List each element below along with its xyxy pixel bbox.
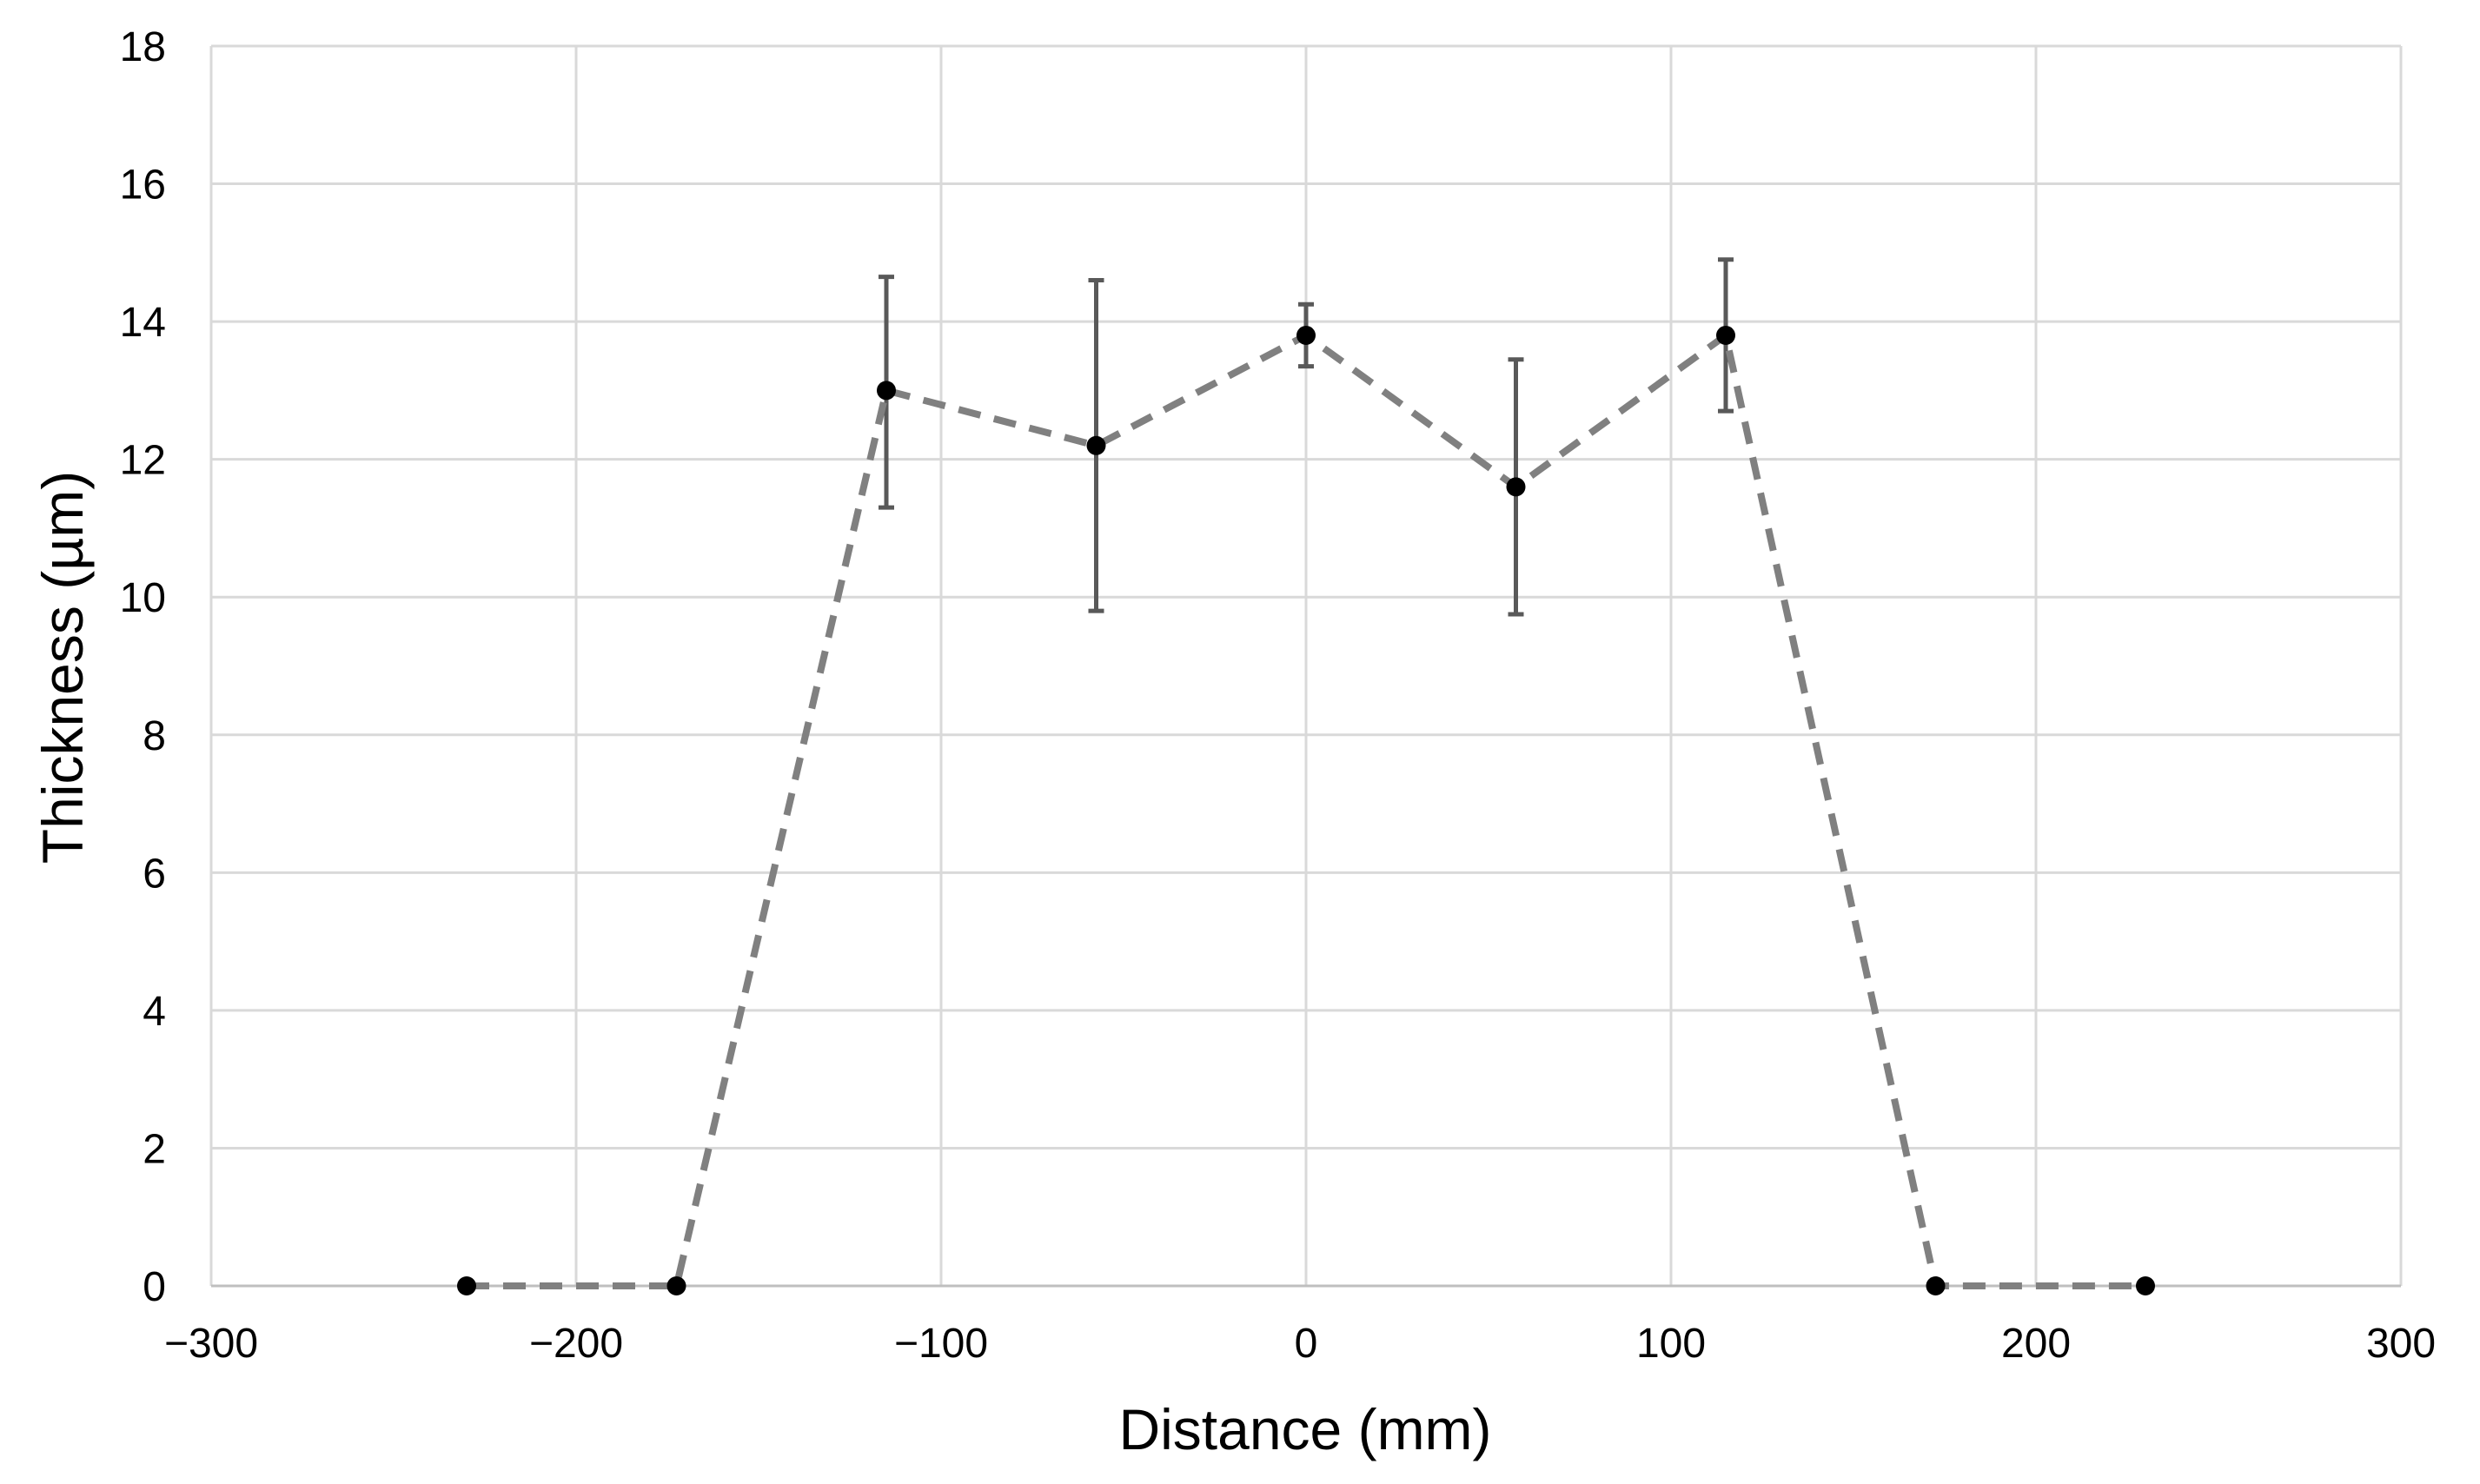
data-point: [666, 1276, 686, 1295]
data-point: [1086, 435, 1106, 455]
x-tick-label: 0: [1295, 1321, 1318, 1367]
y-tick-label: 10: [120, 575, 166, 621]
x-tick-label: −300: [164, 1321, 258, 1367]
y-tick-labels: 0 2 4 6 8 10 12 14 16 18: [120, 24, 166, 1310]
data-point: [877, 381, 896, 401]
y-tick-label: 4: [143, 989, 166, 1035]
y-axis-title: Thickness (µm): [30, 471, 95, 864]
y-tick-label: 8: [143, 713, 166, 759]
y-tick-label: 6: [143, 851, 166, 897]
grid: [209, 44, 2403, 1288]
y-tick-label: 0: [143, 1264, 166, 1310]
y-tick-label: 14: [120, 300, 166, 346]
data-point: [457, 1276, 476, 1295]
data-point: [1926, 1276, 1946, 1295]
x-tick-label: −200: [529, 1321, 623, 1367]
data-point: [2136, 1276, 2155, 1295]
x-tick-label: 100: [1636, 1321, 1706, 1367]
x-tick-label: −100: [894, 1321, 988, 1367]
y-tick-label: 18: [120, 24, 166, 70]
y-tick-label: 16: [120, 162, 166, 209]
x-axis-title: Distance (mm): [1118, 1397, 1491, 1461]
data-point: [1716, 325, 1735, 345]
x-tick-labels: −300 −200 −100 0 100 200 300: [164, 1321, 2436, 1367]
data-point: [1506, 477, 1526, 497]
y-tick-label: 12: [120, 438, 166, 484]
y-tick-label: 2: [143, 1126, 166, 1172]
data-point: [1296, 325, 1316, 345]
data-points: [457, 325, 2155, 1295]
x-tick-label: 200: [2001, 1321, 2071, 1367]
x-tick-label: 300: [2366, 1321, 2436, 1367]
